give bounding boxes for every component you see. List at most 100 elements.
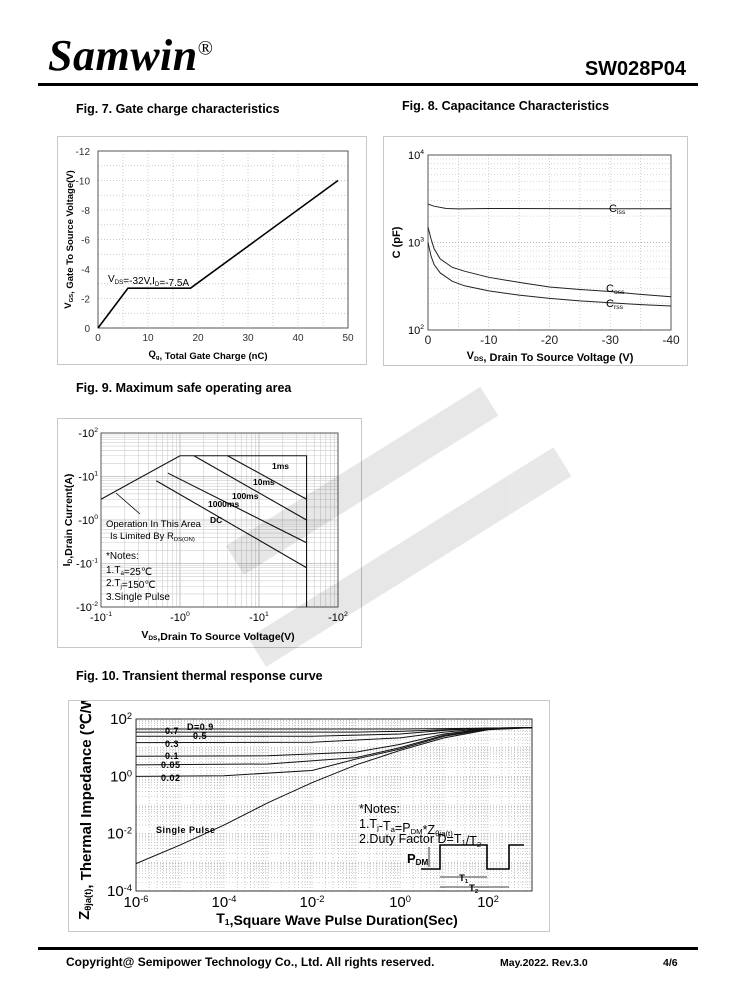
fig10-xlabel: T1,Square Wave Pulse Duration(Sec) [216,910,458,928]
brand-name: Samwin [48,31,198,80]
fig10-series-label: 0.3 [165,739,179,749]
fig10-chart: 10-6 10-4 10-2 100 10210-410-2100102D=0.90.7… [76,701,533,928]
fig8-series-coss [427,226,672,298]
header-rule [38,83,698,86]
fig9-label-1ms: 1ms [272,461,289,471]
fig9-annotation-arrow [115,492,141,515]
fig7-ytick-label: 0 [84,324,90,335]
fig10-series-label: 0.02 [161,773,181,783]
fig9-label-1000ms: 1000ms [208,499,239,509]
footer-page: 4/6 [663,957,678,969]
fig7-xtick-label: 20 [192,333,204,344]
fig9-ytick-label: -101 [78,471,98,484]
fig7-xtick-label: 10 [142,333,154,344]
fig9-xtick-label: -10-1 [90,611,112,624]
fig10-plot-frame [135,718,533,892]
fig10-ytick-label: 100 [110,768,132,785]
fig7-ytick-label: -10 [76,177,91,188]
fig9-chart: -10-1 -100 -101 -102-10-2-10-1-100-101-1021… [61,427,348,643]
fig9-title: Fig. 9. Maximum safe operating area [76,381,292,395]
fig7-chart: 0 10 20 30 40 50 0 -2 -4 -6 -8 -10 -12 VDS=-32V,ID=-7… [63,147,354,362]
fig8-ytick-label: 104 [408,149,424,162]
fig10-t1-label: T1 [459,873,469,885]
fig8-xlabel: VDS, Drain To Source Voltage (V) [467,350,634,364]
part-number: SW028P04 [584,58,686,80]
fig9-annotation-line2: Is Limited By RDS(ON) [110,531,195,543]
fig10-ytick-label: 10-4 [107,883,132,900]
fig7-ytick-label: -4 [81,265,90,276]
footer-copyright: Copyright@ Semipower Technology Co., Ltd… [66,955,435,969]
fig7-panel: 0 10 20 30 40 50 0 -2 -4 -6 -8 -10 -12 VDS=-32V,ID=-7… [57,136,367,365]
fig10-xtick-label: 10-6 [124,894,149,911]
fig10-series-line [135,727,533,865]
fig8-label-coss: Coss [606,283,625,296]
fig7-ytick-label: -2 [81,295,90,306]
fig7-xlabel: Qg, Total Gate Charge (nC) [148,349,267,362]
fig9-note-1: 1.Ta=25℃ [106,565,152,578]
fig10-xtick-label: 100 [389,894,411,911]
fig10-pdm-label: PDM [407,851,428,867]
fig8-title: Fig. 8. Capacitance Characteristics [402,99,610,113]
fig9-series-DC [155,480,307,569]
fig9-ylabel: ID,Drain Current(A) [61,474,75,567]
fig10-series-label: 0.7 [165,726,179,736]
footer-revision: May.2022. Rev.3.0 [500,957,588,969]
fig8-xtick-label: -10 [480,333,498,347]
fig8-xtick-label: 0 [425,333,432,347]
fig9-ytick-label: -10-1 [76,558,98,571]
fig9-panel: -10-1 -100 -101 -102 -10-2 -10-1 -100 -101 -102 1… [57,418,362,648]
fig9-notes-title: *Notes: [106,551,139,562]
brand-logo: Samwin® [48,30,213,81]
fig9-note-3: 3.Single Pulse [106,592,170,603]
fig9-plot-frame [100,432,339,608]
fig7-series-line [97,179,339,329]
fig7-annotation: VDS=-32V,ID=-7.5A [108,274,189,289]
fig10-t2-label: T2 [469,883,479,895]
fig8-ylabel: C (pF) [391,226,403,258]
fig10-note-1: 1.Tj-Ta=PDM*Zθja(t) [359,817,453,838]
fig8-xtick-label: -20 [541,333,559,347]
fig9-xtick-label: -101 [249,611,269,624]
fig9-xtick-label: -100 [170,611,190,624]
fig7-ytick-label: -8 [81,206,90,217]
fig7-xtick-label: 0 [95,333,101,344]
fig7-ylabel: VGS, Gate To Source Voltage(V) [63,170,76,309]
fig10-ylabel: Zθja(t), Thermal Impedance (℃/W) [76,701,95,920]
fig8-ytick-label: 103 [408,237,424,250]
fig10-ytick-label: 102 [110,711,132,728]
fig9-label-DC: DC [210,515,222,525]
fig7-xtick-label: 50 [342,333,354,344]
fig10-series-label: Single Pulse [156,825,216,835]
fig7-title: Fig. 7. Gate charge characteristics [76,102,280,116]
registered-mark: ® [197,37,214,60]
footer-rule [38,947,698,950]
fig9-ytick-label: -100 [78,514,98,527]
fig10-series-line [135,727,533,777]
fig10-ytick-label: 10-2 [107,826,132,843]
fig8-xtick-label: -30 [602,333,620,347]
fig9-label-10ms: 10ms [253,477,275,487]
fig8-label-crss: Crss [606,298,624,311]
fig8-ytick-label: 102 [408,324,424,337]
fig9-ytick-label: -102 [78,427,98,440]
fig8-chart: 0 -10 -20 -30 -40 102 103 104 Ciss Coss Crss VDS, D… [391,149,680,364]
fig8-series-crss [427,242,672,307]
fig10-note-2: 2.Duty Factor D=T1/T2 [359,832,481,849]
fig10-pulse-waveform [421,844,524,870]
fig10-notes-title: *Notes: [359,802,400,816]
fig10-xtick-label: 10-2 [300,894,325,911]
fig8-series-ciss [427,203,671,210]
fig9-xlabel: VDS,Drain To Source Voltage(V) [141,629,294,643]
fig9-ytick-label: -10-2 [76,601,98,614]
fig8-panel: 0 -10 -20 -30 -40 102 103 104 Ciss Coss Crss VDS, D… [383,136,688,366]
fig9-xtick-label: -102 [328,611,348,624]
fig7-ytick-label: -6 [81,236,90,247]
fig7-xtick-label: 40 [292,333,304,344]
fig10-series-label: 0.05 [161,760,181,770]
fig9-note-2: 2.Tj=150℃ [106,578,156,591]
fig10-xtick-label: 102 [477,894,499,911]
fig7-xtick-label: 30 [242,333,254,344]
fig10-series-label: 0.1 [165,751,179,761]
fig10-series-label: D=0.9 [187,722,214,732]
fig9-annotation-line1: Operation In This Area [106,519,202,530]
